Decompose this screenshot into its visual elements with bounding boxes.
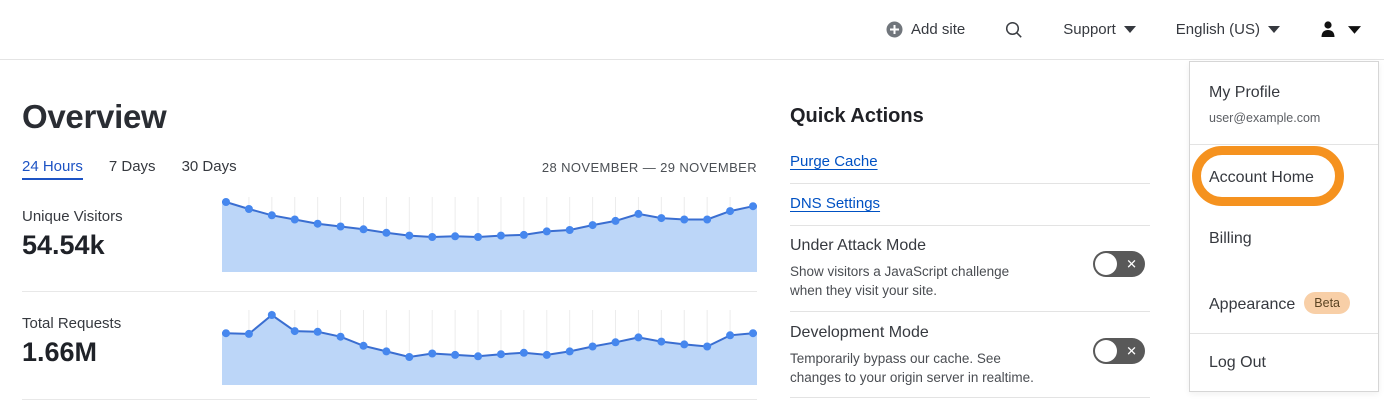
under-attack-mode-description: Show visitors a JavaScript challenge whe… [790,264,1010,298]
menu-item-billing[interactable]: Billing [1209,230,1252,247]
support-menu[interactable]: Support [1063,21,1136,38]
add-site-button[interactable]: Add site [886,21,965,38]
divider [22,399,757,400]
account-dropdown-menu: My Profile user@example.com Account Home… [1189,61,1379,392]
account-menu-button[interactable] [1320,21,1361,38]
language-menu[interactable]: English (US) [1176,21,1280,38]
profile-email: user@example.com [1209,111,1321,125]
user-avatar-icon [1320,21,1336,38]
total-requests-label: Total Requests [22,315,122,332]
development-mode-title: Development Mode [790,324,929,341]
total-requests-value: 1.66M [22,337,98,367]
tab-30-days[interactable]: 30 Days [181,158,237,175]
under-attack-mode-toggle[interactable]: ✕ [1093,251,1145,277]
time-range-tabs: 24 Hours 7 Days 30 Days [22,158,237,180]
total-requests-chart [222,310,757,385]
development-mode-description: Temporarily bypass our cache. See change… [790,351,1034,385]
divider [1190,144,1378,145]
menu-item-my-profile[interactable]: My Profile [1209,84,1281,101]
unique-visitors-chart [222,197,757,272]
chevron-down-icon [1123,25,1136,34]
quick-actions-title: Quick Actions [790,105,924,127]
beta-badge: Beta [1304,292,1351,314]
under-attack-mode-title: Under Attack Mode [790,237,927,254]
dns-settings-link[interactable]: DNS Settings [790,195,881,212]
purge-cache-link[interactable]: Purge Cache [790,153,878,170]
divider [22,291,757,292]
menu-item-log-out[interactable]: Log Out [1209,354,1266,371]
tab-7-days[interactable]: 7 Days [108,158,156,175]
toggle-knob [1095,340,1117,362]
chevron-down-icon [1268,25,1280,34]
development-mode-toggle[interactable]: ✕ [1093,338,1145,364]
tab-24-hours[interactable]: 24 Hours [22,158,83,180]
toggle-off-x-icon: ✕ [1126,256,1137,272]
top-navigation-bar: Add site Support English (US) [0,0,1384,60]
date-range-label: 28 NOVEMBER — 29 NOVEMBER [541,160,757,175]
menu-item-account-home[interactable]: Account Home [1209,169,1314,186]
search-button[interactable] [1005,21,1023,39]
toggle-off-x-icon: ✕ [1126,343,1137,359]
divider [790,225,1150,226]
chevron-down-icon [1348,25,1361,34]
plus-circle-icon [886,21,903,38]
support-label: Support [1063,21,1116,38]
divider [790,397,1150,398]
page-title: Overview [22,98,167,135]
menu-item-appearance[interactable]: Appearance Beta [1209,292,1351,314]
add-site-label: Add site [911,21,966,38]
search-icon [1005,21,1023,39]
language-label: English (US) [1175,21,1260,38]
appearance-label: Appearance [1209,296,1296,313]
unique-visitors-value: 54.54k [22,230,105,260]
toggle-knob [1095,253,1117,275]
divider [1190,333,1378,334]
divider [790,183,1150,184]
divider [790,311,1150,312]
unique-visitors-label: Unique Visitors [22,208,123,225]
